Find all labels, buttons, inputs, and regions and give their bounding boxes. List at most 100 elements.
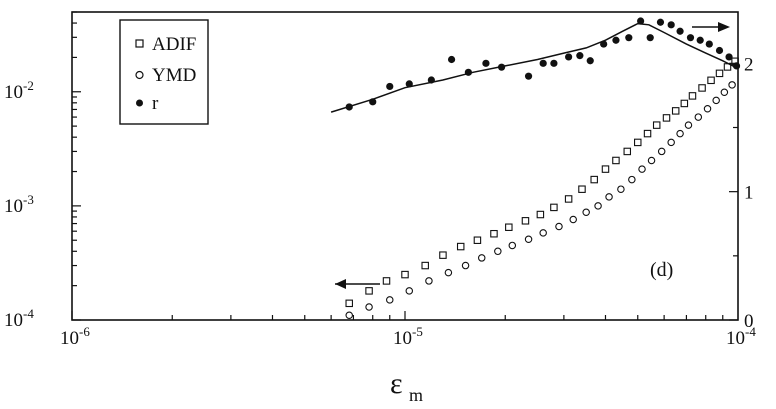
adif-point bbox=[564, 195, 573, 203]
r-point bbox=[405, 80, 413, 88]
ymd-point bbox=[365, 303, 373, 311]
ymd-point bbox=[684, 121, 693, 129]
ymd-point bbox=[628, 175, 636, 184]
legend-marker-ymd bbox=[135, 70, 144, 80]
r-point bbox=[686, 34, 695, 42]
r-point bbox=[369, 98, 377, 106]
r-point bbox=[732, 62, 741, 70]
r-point bbox=[696, 36, 704, 44]
r-point bbox=[705, 40, 713, 48]
adif-point bbox=[382, 277, 391, 285]
r-point bbox=[715, 46, 724, 55]
y-right-tick-label: 0 bbox=[744, 311, 754, 332]
r-point bbox=[676, 27, 684, 35]
ymd-point bbox=[594, 202, 602, 210]
adif-point bbox=[456, 242, 465, 251]
r-point bbox=[646, 34, 654, 42]
adif-point bbox=[662, 114, 671, 122]
ymd-point bbox=[720, 88, 729, 97]
y-right-tick-label: 2 bbox=[744, 54, 754, 75]
legend-label-adif: ADIF bbox=[152, 34, 196, 55]
x-axis-label-sub: m bbox=[409, 385, 423, 405]
y-left-tick-label: 10-3 bbox=[4, 192, 34, 217]
left-axis-arrow bbox=[335, 279, 380, 289]
adif-point bbox=[401, 270, 409, 279]
tick-labels: 10-6 10-5 10-4 10-4 10-3 10-2 0 1 2 bbox=[4, 54, 756, 349]
adif-point bbox=[473, 236, 482, 244]
r-point bbox=[612, 36, 620, 44]
ymd-point bbox=[703, 104, 712, 113]
adif-point bbox=[688, 92, 697, 100]
ymd-point bbox=[539, 229, 547, 237]
r-point bbox=[539, 59, 547, 67]
ymd-point bbox=[638, 165, 646, 173]
legend-label-r: r bbox=[152, 93, 159, 114]
adif-point bbox=[643, 129, 652, 138]
ymd-point bbox=[712, 96, 720, 105]
r-point bbox=[586, 57, 594, 65]
y-right-tick-label: 1 bbox=[744, 183, 754, 204]
adif-point bbox=[634, 138, 642, 147]
legend-label-ymd: YMD bbox=[152, 65, 196, 86]
r-point bbox=[427, 76, 435, 84]
adif-point bbox=[715, 69, 724, 78]
r-point bbox=[656, 18, 665, 26]
x-tick-label: 10-4 bbox=[726, 324, 756, 349]
r-point bbox=[725, 53, 733, 61]
ymd-point bbox=[386, 296, 394, 304]
adif-point bbox=[623, 147, 632, 156]
ymd-point bbox=[524, 235, 533, 244]
adif-point bbox=[521, 217, 530, 225]
r-point bbox=[386, 82, 394, 91]
legend-box bbox=[119, 19, 209, 125]
ymd-point bbox=[405, 287, 414, 295]
adif-point bbox=[671, 107, 680, 115]
x-axis-label-main: ε bbox=[390, 367, 403, 400]
r-point bbox=[667, 21, 675, 29]
r-point bbox=[447, 55, 456, 64]
adif-point bbox=[601, 165, 610, 173]
legend: ADIF YMD r bbox=[119, 19, 209, 125]
ymd-point bbox=[569, 215, 577, 224]
ymd-point bbox=[605, 193, 613, 201]
right-axis-arrow bbox=[692, 22, 730, 32]
r-point bbox=[524, 72, 533, 80]
ymd-point bbox=[345, 311, 353, 320]
r-point bbox=[637, 17, 645, 25]
ymd-point bbox=[444, 268, 453, 277]
adif-point bbox=[421, 261, 429, 270]
adif-point bbox=[612, 156, 620, 165]
adif-point bbox=[365, 287, 373, 295]
ymd-point bbox=[647, 156, 656, 165]
tick-marks bbox=[71, 11, 738, 321]
ymd-point bbox=[477, 254, 486, 262]
adif-point bbox=[550, 203, 558, 212]
r-point bbox=[482, 59, 490, 67]
ymd-point bbox=[555, 222, 563, 231]
y-left-tick-label: 10-2 bbox=[4, 78, 34, 103]
adif-point bbox=[698, 84, 706, 92]
ymd-point bbox=[494, 247, 502, 256]
adif-point bbox=[652, 121, 661, 129]
adif-point bbox=[345, 299, 353, 308]
adif-point bbox=[590, 175, 598, 184]
adif-point bbox=[439, 251, 447, 259]
data-markers bbox=[345, 17, 741, 320]
adif-point bbox=[578, 185, 586, 193]
r-fit-line bbox=[330, 22, 739, 113]
r-point bbox=[600, 40, 608, 48]
ymd-point bbox=[694, 113, 703, 121]
r-point bbox=[497, 63, 506, 71]
x-tick-label: 10-5 bbox=[393, 324, 423, 349]
r-point bbox=[345, 103, 353, 111]
r-point bbox=[464, 68, 472, 76]
legend-marker-r bbox=[136, 99, 143, 107]
adif-point bbox=[536, 210, 545, 219]
ymd-point bbox=[728, 81, 736, 89]
r-fit-polyline bbox=[330, 22, 739, 113]
r-point bbox=[550, 59, 558, 67]
r-point bbox=[625, 34, 633, 42]
x-tick-label: 10-6 bbox=[60, 324, 90, 349]
adif-point bbox=[490, 229, 498, 238]
